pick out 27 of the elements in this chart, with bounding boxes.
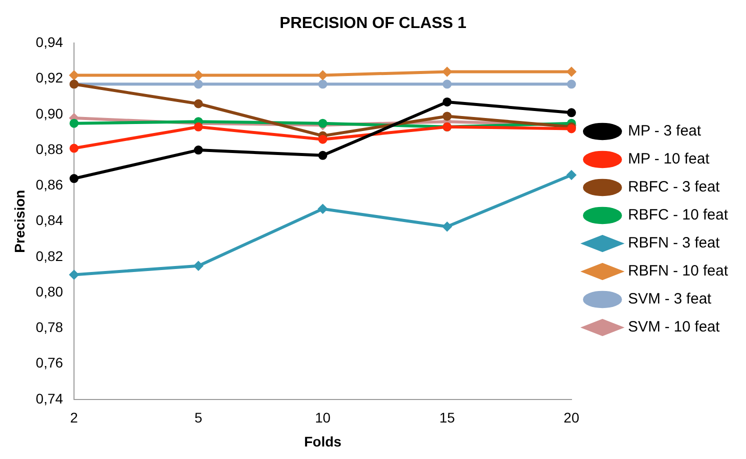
x-tick-label: 10 [314, 410, 331, 426]
y-tick-label: 0,78 [36, 319, 64, 336]
y-tick-label: 0,90 [36, 105, 64, 122]
y-tick-label: 0,88 [36, 140, 64, 157]
legend-label: MP - 10 feat [628, 150, 710, 168]
legend-label: RBFC - 3 feat [628, 178, 720, 196]
y-tick-label: 0,80 [36, 283, 64, 300]
x-tick-label: 20 [564, 410, 580, 426]
legend-label: RBFN - 3 feat [628, 234, 720, 252]
chart-title: PRECISION OF CLASS 1 [280, 15, 466, 32]
x-axis-title: Folds [304, 433, 342, 450]
legend-label: SVM - 10 feat [628, 318, 721, 336]
y-tick-label: 0,94 [36, 34, 64, 50]
y-tick-label: 0,74 [36, 390, 64, 406]
y-tick-label: 0,92 [36, 70, 64, 86]
y-tick-label: 0,84 [36, 212, 64, 228]
legend-label: SVM - 3 feat [628, 290, 712, 308]
x-tick-label: 5 [194, 410, 203, 426]
legend-label: RBFC - 10 feat [628, 206, 729, 224]
y-tick-label: 0,76 [36, 354, 64, 371]
legend-label: RBFN - 10 feat [628, 262, 729, 280]
y-axis-title: Precision [11, 190, 28, 253]
y-tick-label: 0,86 [36, 176, 64, 193]
x-tick-label: 15 [439, 410, 456, 426]
legend-label: MP - 3 feat [628, 122, 702, 140]
y-tick-label: 0,82 [36, 248, 64, 264]
x-tick-label: 2 [70, 410, 78, 426]
